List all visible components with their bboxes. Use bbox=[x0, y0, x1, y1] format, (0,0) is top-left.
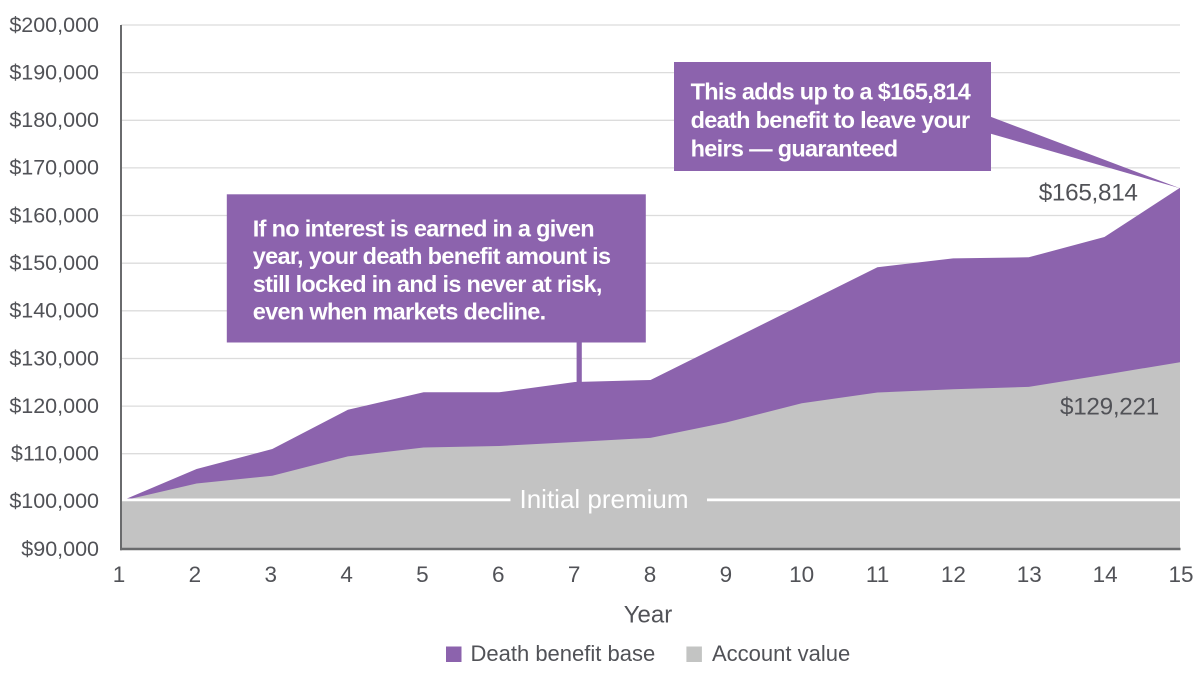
svg-text:6: 6 bbox=[492, 562, 505, 587]
svg-text:13: 13 bbox=[1017, 562, 1042, 587]
svg-text:2: 2 bbox=[189, 562, 202, 587]
svg-text:10: 10 bbox=[789, 562, 814, 587]
svg-text:8: 8 bbox=[644, 562, 657, 587]
svg-text:$140,000: $140,000 bbox=[9, 299, 99, 323]
svg-text:Account value: Account value bbox=[712, 641, 850, 666]
svg-text:15: 15 bbox=[1168, 562, 1193, 587]
svg-text:Initial premium: Initial premium bbox=[520, 484, 689, 514]
svg-text:$170,000: $170,000 bbox=[9, 156, 99, 180]
svg-text:heirs — guaranteed: heirs — guaranteed bbox=[691, 135, 898, 161]
svg-text:$165,814: $165,814 bbox=[1039, 179, 1138, 206]
svg-text:$90,000: $90,000 bbox=[21, 537, 99, 561]
svg-text:This adds up to a $165,814: This adds up to a $165,814 bbox=[691, 79, 971, 105]
svg-text:Year: Year bbox=[624, 602, 673, 629]
svg-text:still locked in and is never a: still locked in and is never at risk, bbox=[253, 271, 602, 297]
svg-text:If no interest is earned in a: If no interest is earned in a given bbox=[253, 215, 594, 241]
svg-text:3: 3 bbox=[264, 562, 277, 587]
svg-text:$150,000: $150,000 bbox=[9, 251, 99, 275]
svg-text:14: 14 bbox=[1093, 562, 1118, 587]
svg-text:11: 11 bbox=[866, 562, 889, 587]
svg-text:$100,000: $100,000 bbox=[9, 489, 99, 513]
svg-text:9: 9 bbox=[720, 562, 733, 587]
svg-text:$160,000: $160,000 bbox=[9, 203, 99, 227]
svg-text:4: 4 bbox=[340, 562, 353, 587]
svg-text:$130,000: $130,000 bbox=[9, 346, 99, 370]
svg-text:$200,000: $200,000 bbox=[9, 13, 99, 37]
svg-text:even when markets decline.: even when markets decline. bbox=[253, 299, 546, 325]
svg-text:1: 1 bbox=[113, 562, 126, 587]
svg-text:$129,221: $129,221 bbox=[1060, 394, 1159, 421]
svg-text:$110,000: $110,000 bbox=[11, 442, 99, 466]
svg-text:5: 5 bbox=[416, 562, 429, 587]
svg-text:$180,000: $180,000 bbox=[9, 108, 99, 132]
svg-text:7: 7 bbox=[568, 562, 581, 587]
svg-text:$120,000: $120,000 bbox=[9, 394, 99, 418]
svg-text:year, your death benefit amoun: year, your death benefit amount is bbox=[253, 243, 611, 269]
svg-text:$190,000: $190,000 bbox=[9, 60, 99, 84]
svg-text:Death benefit base: Death benefit base bbox=[471, 641, 656, 666]
svg-text:12: 12 bbox=[941, 562, 966, 587]
svg-text:death benefit to leave your: death benefit to leave your bbox=[691, 107, 970, 133]
